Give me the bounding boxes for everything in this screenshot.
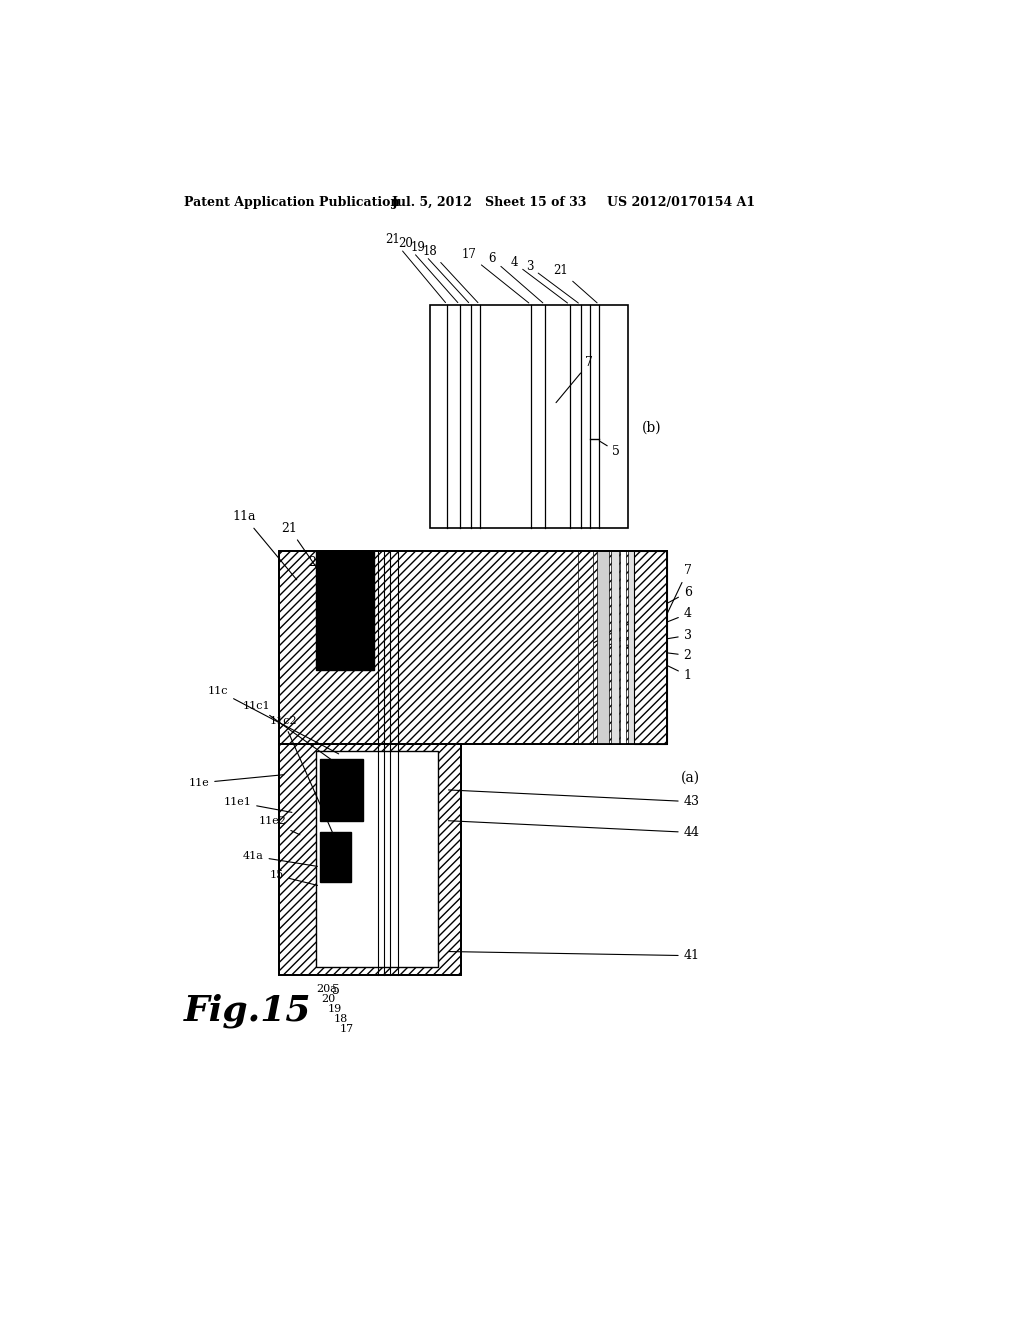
Text: 11c1: 11c1 [243,701,339,766]
Text: 17: 17 [462,248,528,304]
Text: 21: 21 [553,264,597,302]
Text: 4: 4 [510,256,567,304]
Text: 3: 3 [525,260,579,304]
Text: Jul. 5, 2012   Sheet 15 of 33: Jul. 5, 2012 Sheet 15 of 33 [391,197,587,209]
Text: 3: 3 [617,628,691,647]
Bar [321,759,362,821]
Text: 20: 20 [308,557,354,652]
Text: 5: 5 [332,983,340,997]
Bar [634,552,667,743]
Bar [321,832,351,882]
Bar [628,552,634,743]
Text: 20a: 20a [316,985,337,994]
Text: (b): (b) [642,421,662,434]
Text: 43: 43 [449,789,699,808]
Text: Fig.15: Fig.15 [183,994,311,1028]
Text: 2: 2 [626,648,691,661]
Text: 17: 17 [340,1024,353,1035]
Text: 11e2: 11e2 [258,817,300,834]
Text: (a): (a) [681,771,699,785]
Bar [280,552,667,743]
Bar [280,552,667,743]
Text: 1: 1 [632,648,691,682]
Text: 11e: 11e [188,775,284,788]
Text: 11c: 11c [208,685,339,754]
Text: 15: 15 [270,870,317,886]
Bar [316,751,438,966]
Text: 21: 21 [386,234,445,302]
Bar [597,552,608,743]
Bar [621,552,627,743]
Text: 5: 5 [599,441,621,458]
Text: 18: 18 [334,1014,347,1024]
Text: 11e1: 11e1 [223,797,292,812]
Text: 18: 18 [423,244,478,302]
Bar [280,743,461,974]
Text: 41a: 41a [243,851,317,866]
Text: US 2012/0170154 A1: US 2012/0170154 A1 [607,197,755,209]
Text: 20: 20 [322,994,336,1005]
Bar [611,552,618,743]
Bar [316,552,375,671]
Text: 7: 7 [652,564,691,645]
Text: 19: 19 [411,240,469,302]
Text: 19: 19 [328,1005,341,1014]
Text: 6: 6 [488,252,543,302]
Text: 7: 7 [556,356,593,403]
Text: 20: 20 [398,238,458,302]
Text: 41: 41 [449,949,699,962]
Text: 4: 4 [605,607,691,647]
Text: 6: 6 [588,586,691,645]
Bar [280,743,461,974]
Text: Patent Application Publication: Patent Application Publication [183,197,399,209]
Text: 21: 21 [282,521,331,587]
Bar [430,305,628,528]
Text: 11a: 11a [232,511,297,579]
Bar [578,552,593,743]
Text: 44: 44 [449,821,699,840]
Text: 11c2: 11c2 [270,717,335,837]
